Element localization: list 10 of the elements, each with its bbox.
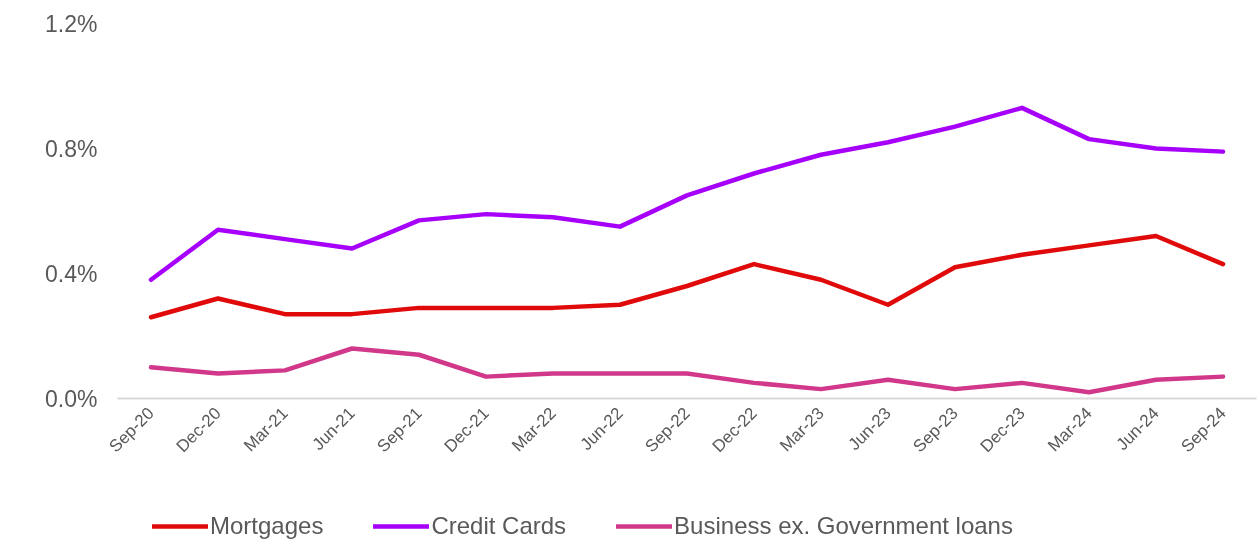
- legend-label: Credit Cards: [431, 512, 567, 540]
- y-tick-label: 0.0%: [45, 385, 98, 412]
- y-tick-label: 0.8%: [45, 135, 98, 162]
- y-tick-label: 0.4%: [45, 260, 98, 287]
- y-tick-label: 1.2%: [45, 10, 98, 37]
- legend-label: Business ex. Government loans: [674, 512, 1013, 540]
- line-series: [148, 233, 1226, 320]
- line-series: [148, 105, 1226, 282]
- line-series: [148, 346, 1226, 395]
- legend-label: Mortgages: [210, 512, 324, 540]
